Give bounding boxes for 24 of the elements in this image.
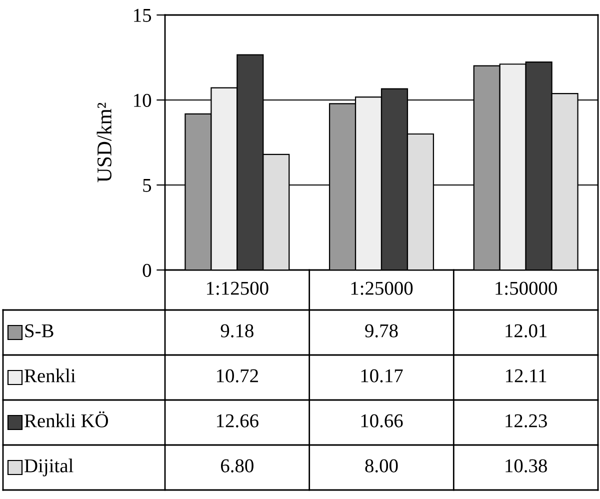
data-label: 12.01 bbox=[506, 324, 547, 338]
x-tick-label: 1:25000 bbox=[351, 282, 413, 295]
data-label: 10.38 bbox=[506, 459, 547, 472]
legend-label: Renkli KÖ bbox=[24, 411, 108, 428]
x-tick-label: 1:12500 bbox=[207, 282, 268, 295]
legend-label: Dijital bbox=[24, 458, 74, 476]
data-label: 10.17 bbox=[361, 369, 403, 382]
data-label: 10.72 bbox=[217, 369, 258, 382]
data-label: 9.78 bbox=[365, 324, 398, 338]
y-axis-title: USD/km² bbox=[96, 102, 112, 182]
data-label: 12.23 bbox=[506, 414, 547, 428]
data-label: 10.66 bbox=[361, 414, 403, 428]
y-tick-label: 15 bbox=[134, 8, 152, 22]
data-label: 8.00 bbox=[365, 459, 398, 472]
y-tick-label: 10 bbox=[134, 94, 152, 107]
legend-label: S-B bbox=[25, 324, 54, 338]
data-label: 6.80 bbox=[220, 459, 254, 472]
y-tick-label: 5 bbox=[143, 179, 152, 192]
data-label: 12.11 bbox=[506, 369, 546, 382]
data-label: 12.66 bbox=[217, 414, 258, 428]
x-tick-label: 1:50000 bbox=[496, 282, 557, 295]
legend-label: Renkli bbox=[24, 368, 76, 382]
data-label: 9.18 bbox=[220, 324, 254, 338]
y-tick-label: 0 bbox=[142, 264, 152, 277]
